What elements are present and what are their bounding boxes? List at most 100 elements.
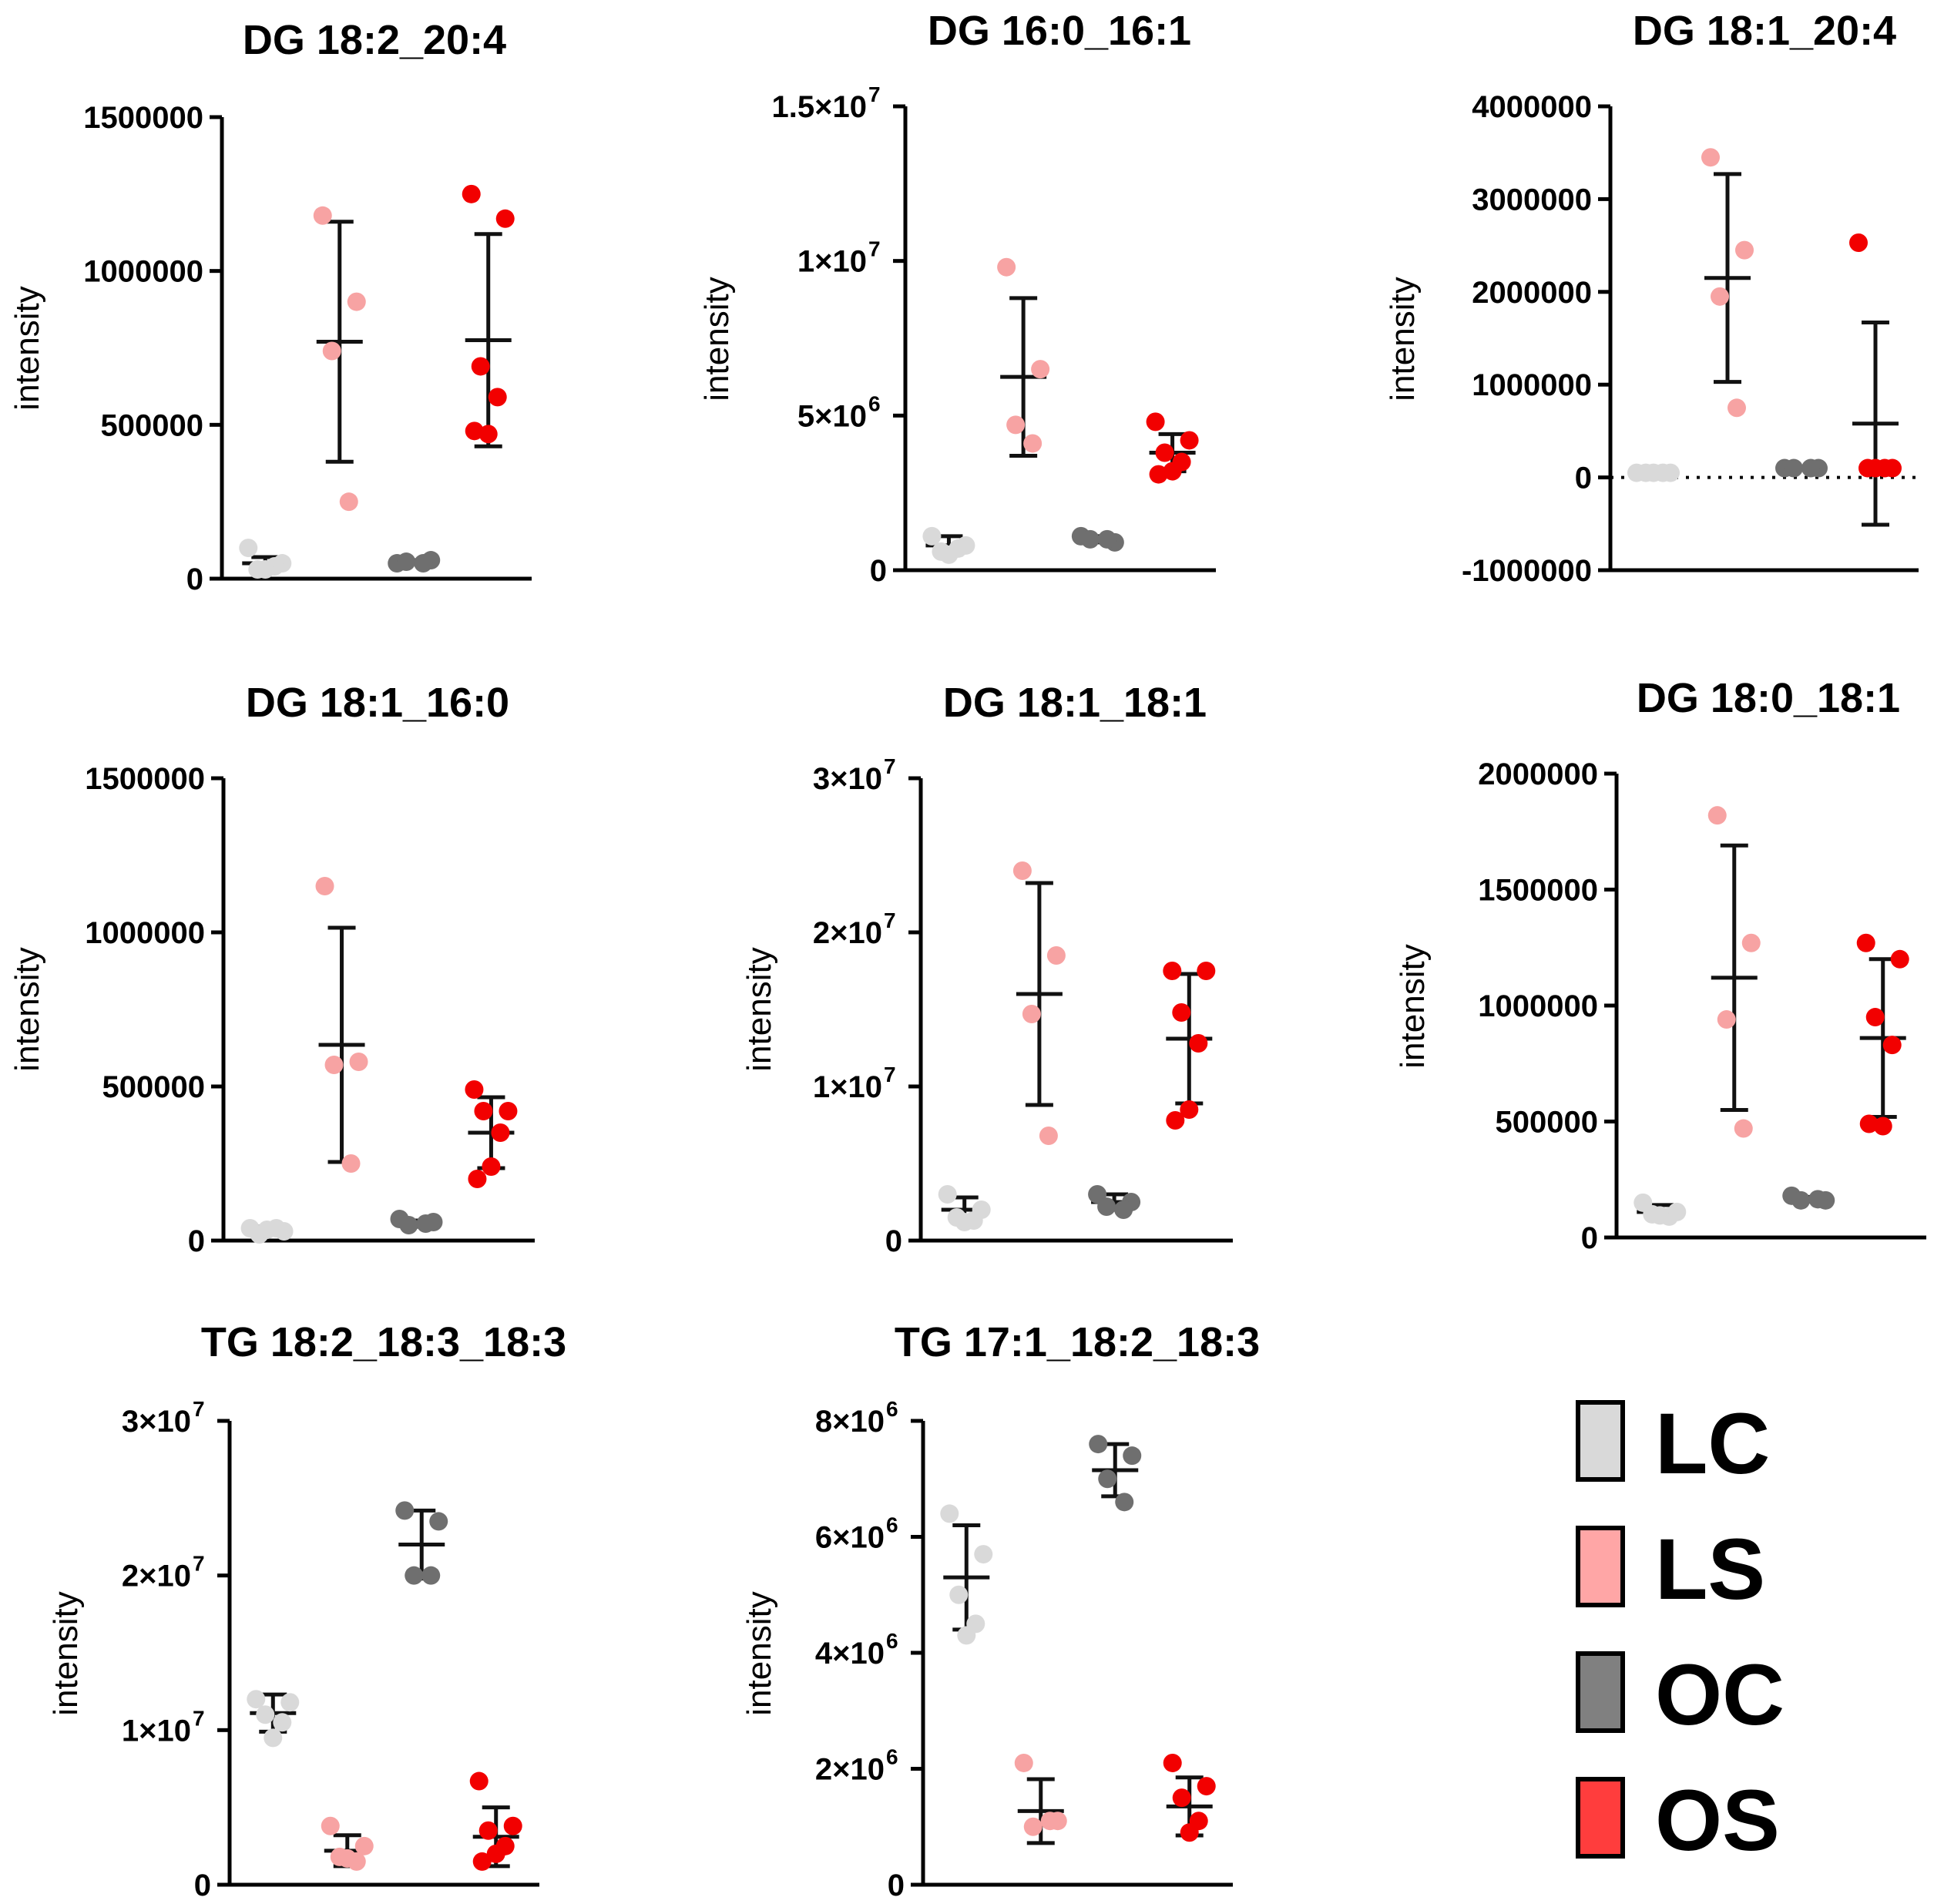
- legend-swatch-ls: [1576, 1526, 1625, 1607]
- group-oc: [1089, 1435, 1142, 1512]
- legend-label-lc: LC: [1655, 1395, 1770, 1492]
- data-point: [472, 1852, 492, 1871]
- group-os: [1146, 412, 1199, 484]
- y-tick-label: 0: [186, 562, 203, 596]
- data-point: [1856, 933, 1875, 952]
- y-tick-label: 2×10: [813, 916, 882, 950]
- y-tick-label: -1000000: [1462, 554, 1592, 588]
- chart-dg-18-2-20-4: DG 18:2_20:4 intensity 0 500000 1000000 15000…: [8, 17, 532, 596]
- data-point: [949, 1585, 969, 1604]
- data-point: [405, 1566, 424, 1585]
- y-tick-exponent: 7: [884, 1063, 896, 1086]
- y-tick-label: 0: [870, 554, 887, 588]
- data-point: [1890, 949, 1909, 969]
- data-point: [1006, 415, 1026, 435]
- data-point: [1012, 861, 1032, 880]
- data-point: [1172, 1003, 1191, 1022]
- group-oc: [1775, 458, 1828, 478]
- data-point: [469, 1771, 489, 1791]
- group-ls: [1707, 806, 1761, 1138]
- chart-dg-18-1-16-0: DG 18:1_16:0 intensity 0 500000 1000000 15000…: [8, 680, 535, 1258]
- data-point: [1163, 962, 1182, 980]
- data-point: [478, 425, 498, 444]
- data-point: [341, 1154, 361, 1173]
- group-lc: [1627, 463, 1680, 482]
- data-point: [1115, 1493, 1134, 1512]
- legend: LC LS OC OS: [1576, 1395, 1785, 1869]
- y-tick-label: 6×10: [815, 1521, 885, 1555]
- y-tick-exponent: 6: [868, 391, 881, 415]
- data-point: [1650, 1206, 1670, 1225]
- data-point: [1097, 529, 1116, 549]
- data-point: [1801, 458, 1820, 478]
- data-point: [321, 1816, 340, 1835]
- data-point: [1180, 431, 1199, 450]
- data-point: [957, 1626, 976, 1645]
- y-tick-label: 2000000: [1478, 757, 1598, 791]
- y-tick-label: 0: [194, 1869, 211, 1902]
- y-tick-label: 1000000: [83, 255, 203, 289]
- y-tick-label: 1500000: [1478, 874, 1598, 908]
- chart-title: DG 18:1_20:4: [1633, 8, 1896, 54]
- data-point: [1080, 529, 1100, 549]
- data-point: [256, 1705, 275, 1724]
- y-axis-label: intensity: [740, 947, 778, 1071]
- y-tick-label: 1000000: [1478, 989, 1598, 1023]
- data-point: [486, 1844, 505, 1863]
- data-point: [465, 421, 484, 441]
- y-tick-label: 1.5×10: [772, 90, 867, 124]
- data-point: [1701, 148, 1720, 167]
- group-lc: [922, 526, 975, 564]
- data-point: [354, 1836, 374, 1855]
- data-point: [1163, 1753, 1182, 1772]
- data-point: [482, 1157, 501, 1176]
- data-point: [955, 1213, 974, 1231]
- y-tick-label: 2000000: [1472, 276, 1592, 310]
- group-os: [462, 184, 515, 448]
- data-point: [1023, 434, 1043, 453]
- group-oc: [395, 1501, 448, 1585]
- data-point: [1711, 287, 1729, 306]
- group-oc: [390, 1210, 443, 1234]
- y-tick-exponent: 7: [193, 1397, 205, 1421]
- data-point: [1197, 1777, 1216, 1796]
- data-point: [495, 209, 515, 228]
- group-oc: [1071, 526, 1124, 552]
- data-point: [474, 1102, 493, 1120]
- legend-label-oc: OC: [1655, 1647, 1785, 1743]
- data-point: [1197, 962, 1216, 980]
- chart-title: DG 18:1_16:0: [246, 680, 509, 726]
- data-point: [416, 1214, 435, 1233]
- data-point: [503, 1816, 522, 1835]
- data-point: [1735, 240, 1754, 260]
- data-point: [1882, 1036, 1902, 1055]
- data-point: [1859, 1114, 1879, 1133]
- data-point: [315, 877, 334, 895]
- y-tick-exponent: 7: [193, 1706, 205, 1730]
- legend-label-os: OS: [1655, 1772, 1780, 1869]
- group-lc: [240, 1219, 294, 1244]
- data-point: [1189, 1034, 1208, 1053]
- y-axis-label: intensity: [740, 1591, 778, 1715]
- data-point: [1717, 1010, 1736, 1029]
- data-point: [997, 257, 1016, 277]
- group-ls: [315, 877, 368, 1173]
- chart-title: DG 18:1_18:1: [943, 680, 1207, 726]
- group-lc: [1633, 1193, 1687, 1226]
- legend-swatch-os: [1576, 1777, 1625, 1859]
- data-point: [280, 1693, 300, 1712]
- data-point: [397, 552, 416, 572]
- y-tick-label: 1×10: [122, 1714, 191, 1748]
- data-point: [257, 1221, 277, 1239]
- y-axis-label: intensity: [1384, 277, 1422, 401]
- data-point: [499, 1102, 518, 1120]
- data-point: [1023, 1817, 1043, 1836]
- data-point: [1873, 1117, 1892, 1136]
- y-tick-label: 1500000: [83, 101, 203, 135]
- group-oc: [1782, 1186, 1835, 1210]
- y-tick-label: 1×10: [813, 1070, 882, 1104]
- y-tick-label: 0: [888, 1869, 905, 1902]
- chart-dg-18-0-18-1: DG 18:0_18:1 intensity 0 500000 1000000 15000…: [1394, 675, 1926, 1255]
